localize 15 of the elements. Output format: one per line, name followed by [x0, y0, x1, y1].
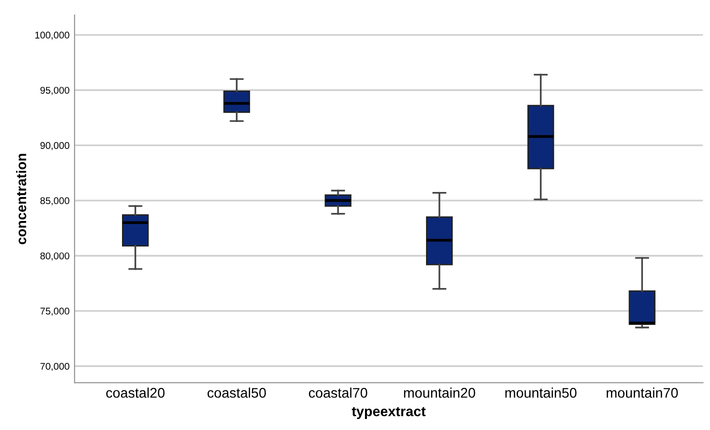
y-tick-label: 95,000: [40, 86, 70, 95]
y-tick-label: 70,000: [40, 362, 70, 371]
x-tick-label: mountain70: [606, 388, 678, 398]
x-tick-label: coastal70: [308, 388, 368, 398]
y-axis-title: concentration: [16, 154, 26, 244]
x-tick-label: mountain20: [404, 388, 476, 398]
y-tick-label: 80,000: [40, 252, 70, 260]
x-tick-label: coastal20: [106, 388, 165, 398]
x-tick-label: mountain50: [505, 388, 576, 398]
x-tick-label: coastal50: [208, 388, 266, 398]
y-tick-label: 90,000: [40, 142, 70, 150]
x-axis-title: typeextract: [352, 407, 426, 420]
y-tick-label: 85,000: [40, 197, 70, 206]
y-tick-label: 75,000: [40, 308, 70, 316]
y-tick-label: 100,000: [35, 32, 70, 40]
